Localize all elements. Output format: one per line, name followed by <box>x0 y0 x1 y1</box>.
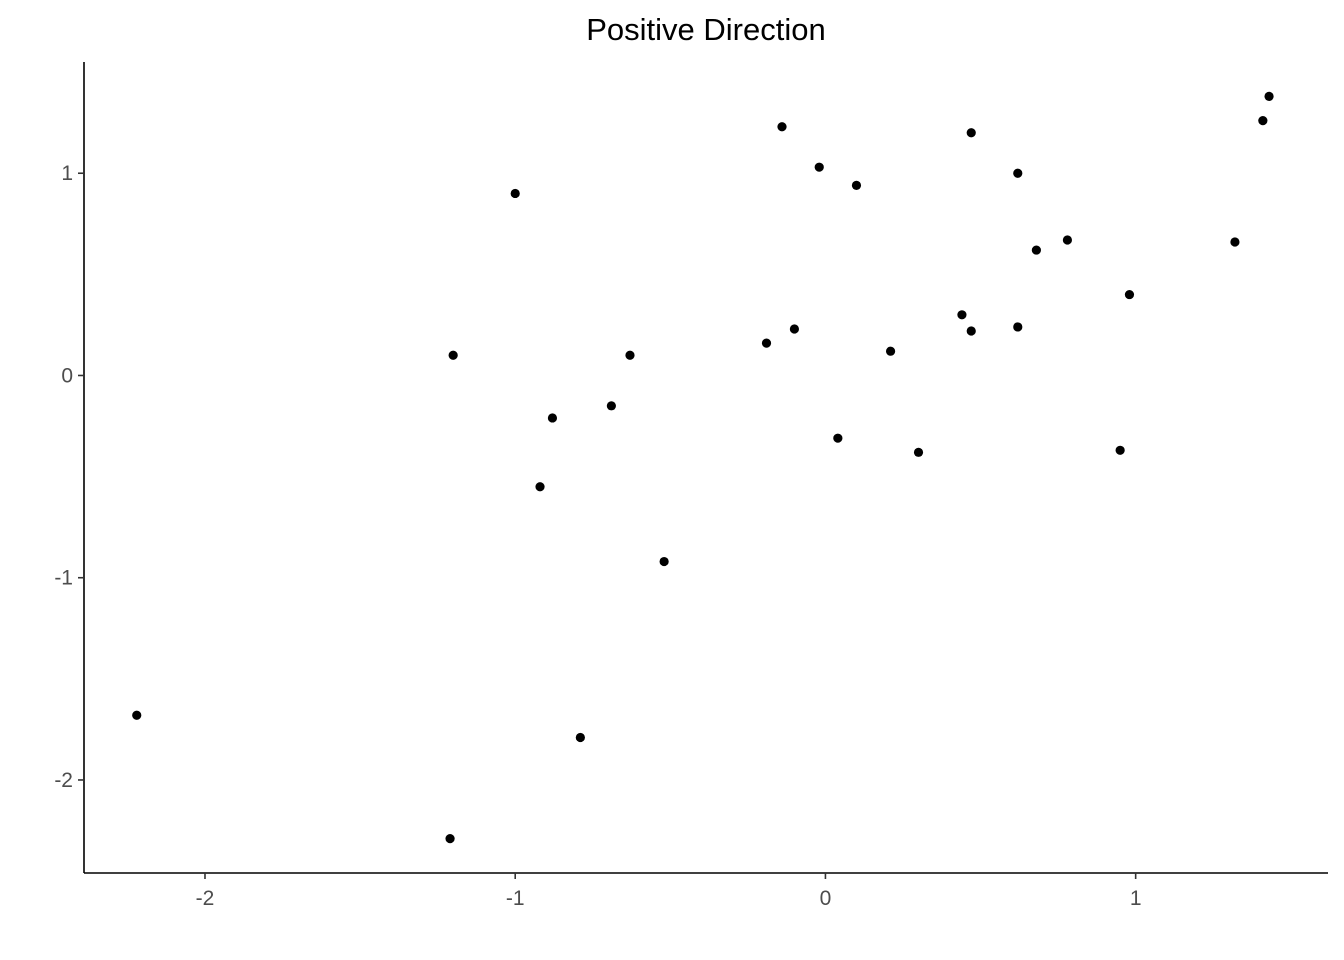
data-point <box>606 401 616 411</box>
data-point <box>761 338 772 348</box>
data-point <box>966 326 976 336</box>
data-point <box>1124 289 1135 300</box>
data-point <box>833 433 843 443</box>
plot-area: -2 -1 0 1 -2 -1 0 1 <box>54 62 1328 910</box>
y-tick-label: 0 <box>61 364 73 387</box>
data-points <box>132 91 1274 844</box>
data-point <box>814 162 824 172</box>
data-point <box>575 732 585 743</box>
y-tick-label: 1 <box>61 162 73 185</box>
data-point <box>885 346 896 356</box>
x-tick-label: 1 <box>1130 887 1142 910</box>
data-point <box>132 710 142 720</box>
data-point <box>1013 322 1023 332</box>
data-point <box>789 324 800 334</box>
data-point <box>448 350 458 360</box>
data-point <box>1013 168 1023 178</box>
data-point <box>777 122 787 132</box>
data-point <box>966 128 976 138</box>
data-point <box>1031 245 1041 255</box>
data-point <box>547 413 558 423</box>
x-tick-label: 0 <box>820 887 832 910</box>
y-axis-ticks: -2 -1 0 1 <box>54 162 84 792</box>
data-point <box>957 310 967 320</box>
data-point <box>625 350 635 360</box>
y-tick-label: -1 <box>54 567 73 590</box>
chart-title: Positive Direction <box>586 12 825 47</box>
data-point <box>659 556 669 567</box>
x-tick-label: -2 <box>196 887 215 910</box>
data-point <box>510 188 520 199</box>
y-tick-label: -2 <box>54 769 73 792</box>
data-point <box>1264 91 1274 101</box>
data-point <box>913 447 924 457</box>
data-point <box>1115 445 1125 455</box>
data-point <box>1062 235 1073 245</box>
data-point <box>1258 116 1268 126</box>
data-point <box>851 180 862 190</box>
x-axis-ticks: -2 -1 0 1 <box>196 873 1142 910</box>
data-point <box>1230 237 1240 247</box>
data-point <box>445 834 455 844</box>
data-point <box>535 482 545 492</box>
x-tick-label: -1 <box>506 887 525 910</box>
